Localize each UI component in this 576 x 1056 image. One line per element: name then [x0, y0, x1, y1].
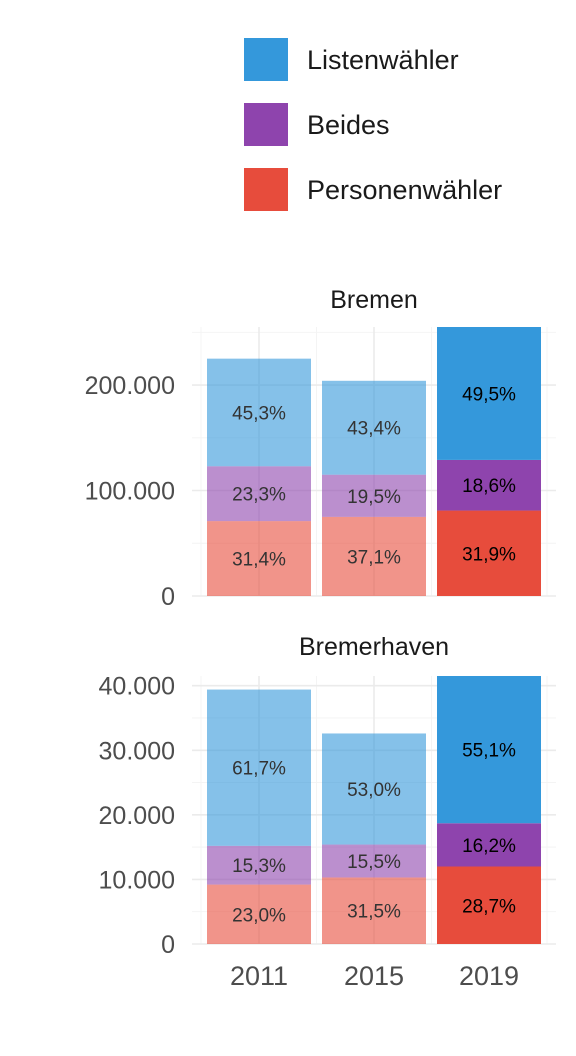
- bars-bremen: 31,4% 23,3% 45,3% 37,1% 19,5% 43,4% 31,9% 18,6%…: [207, 327, 541, 596]
- bar-value-label: 43,4%: [347, 419, 401, 440]
- bar-value-label: 49,5%: [462, 384, 516, 405]
- bar-segment-beides-2011: [207, 845, 311, 885]
- bar-segment-personenwaehler-2015: [322, 516, 426, 596]
- bar-segment-beides-2019: [437, 823, 541, 867]
- bar-segment-beides-2015: [322, 474, 426, 517]
- x-axis: 2011 2015 2019: [230, 961, 519, 991]
- panel-bremen: Bremen 0 100.000 200.000 31,4% 23,3% 45,3% 37,1…: [85, 286, 556, 611]
- bar-segment-listenwaehler-2015: [322, 380, 426, 475]
- bar-value-label: 45,3%: [232, 403, 286, 424]
- bar-value-label: 18,6%: [462, 476, 516, 497]
- bar-value-label: 55,1%: [462, 741, 516, 762]
- bar-value-label: 31,9%: [462, 544, 516, 565]
- bar-value-label: 23,0%: [232, 905, 286, 926]
- chart-panels: Bremen 0 100.000 200.000 31,4% 23,3% 45,3% 37,1…: [85, 286, 556, 959]
- bar-segment-personenwaehler-2019: [437, 510, 541, 596]
- bar-value-label: 15,3%: [232, 856, 286, 877]
- bar-segment-personenwaehler-2011: [207, 884, 311, 944]
- x-tick-label-2019: 2019: [459, 961, 519, 991]
- bar-value-label: 61,7%: [232, 759, 286, 780]
- panel-bremerhaven: Bremerhaven 0 10.000 20.000 30.000 40.000 23,0…: [99, 633, 556, 959]
- bar-segment-listenwaehler-2011: [207, 358, 311, 467]
- bar-segment-beides-2019: [437, 459, 541, 511]
- panel-title-bremen: Bremen: [330, 286, 418, 314]
- legend-label-listenwaehler: Listenwähler: [307, 45, 459, 75]
- y-tick-label: 20.000: [99, 802, 175, 830]
- y-axis-bremen: 0 100.000 200.000: [85, 372, 175, 611]
- bar-segment-beides-2011: [207, 466, 311, 522]
- x-tick-label-2011: 2011: [230, 961, 288, 991]
- bar-value-label: 15,5%: [347, 852, 401, 873]
- bar-segment-listenwaehler-2019: [437, 327, 541, 460]
- legend-label-personenwaehler: Personenwähler: [307, 175, 502, 205]
- legend: Listenwähler Beides Personenwähler: [244, 38, 502, 211]
- bar-value-label: 31,4%: [232, 550, 286, 571]
- bar-segment-personenwaehler-2011: [207, 521, 311, 596]
- bar-value-label: 19,5%: [347, 487, 401, 508]
- bar-value-label: 37,1%: [347, 547, 401, 568]
- y-tick-label: 0: [161, 931, 175, 959]
- panel-title-bremerhaven: Bremerhaven: [299, 633, 449, 661]
- bar-segment-personenwaehler-2019: [437, 866, 541, 944]
- bar-segment-personenwaehler-2015: [322, 877, 426, 944]
- y-tick-label: 30.000: [99, 737, 175, 765]
- y-tick-label: 200.000: [85, 372, 175, 400]
- bar-value-label: 28,7%: [462, 896, 516, 917]
- x-tick-label-2015: 2015: [344, 961, 404, 991]
- y-tick-label: 100.000: [85, 478, 175, 506]
- bar-value-label: 53,0%: [347, 780, 401, 801]
- legend-swatch-listenwaehler: [244, 38, 288, 81]
- bar-segment-beides-2015: [322, 844, 426, 878]
- bar-value-label: 16,2%: [462, 836, 516, 857]
- y-axis-bremerhaven: 0 10.000 20.000 30.000 40.000: [99, 673, 175, 959]
- legend-label-beides: Beides: [307, 110, 390, 140]
- y-tick-label: 40.000: [99, 673, 175, 701]
- bar-value-label: 31,5%: [347, 902, 401, 923]
- bar-segment-listenwaehler-2019: [437, 676, 541, 824]
- bar-segment-listenwaehler-2011: [207, 689, 311, 846]
- legend-swatch-personenwaehler: [244, 168, 288, 211]
- bar-segment-listenwaehler-2015: [322, 733, 426, 845]
- y-tick-label: 0: [161, 583, 175, 611]
- bar-value-label: 23,3%: [232, 485, 286, 506]
- y-tick-label: 10.000: [99, 866, 175, 894]
- bars-bremerhaven: 23,0% 15,3% 61,7% 31,5% 15,5% 53,0% 28,7% 16,2%…: [207, 676, 541, 944]
- legend-swatch-beides: [244, 103, 288, 146]
